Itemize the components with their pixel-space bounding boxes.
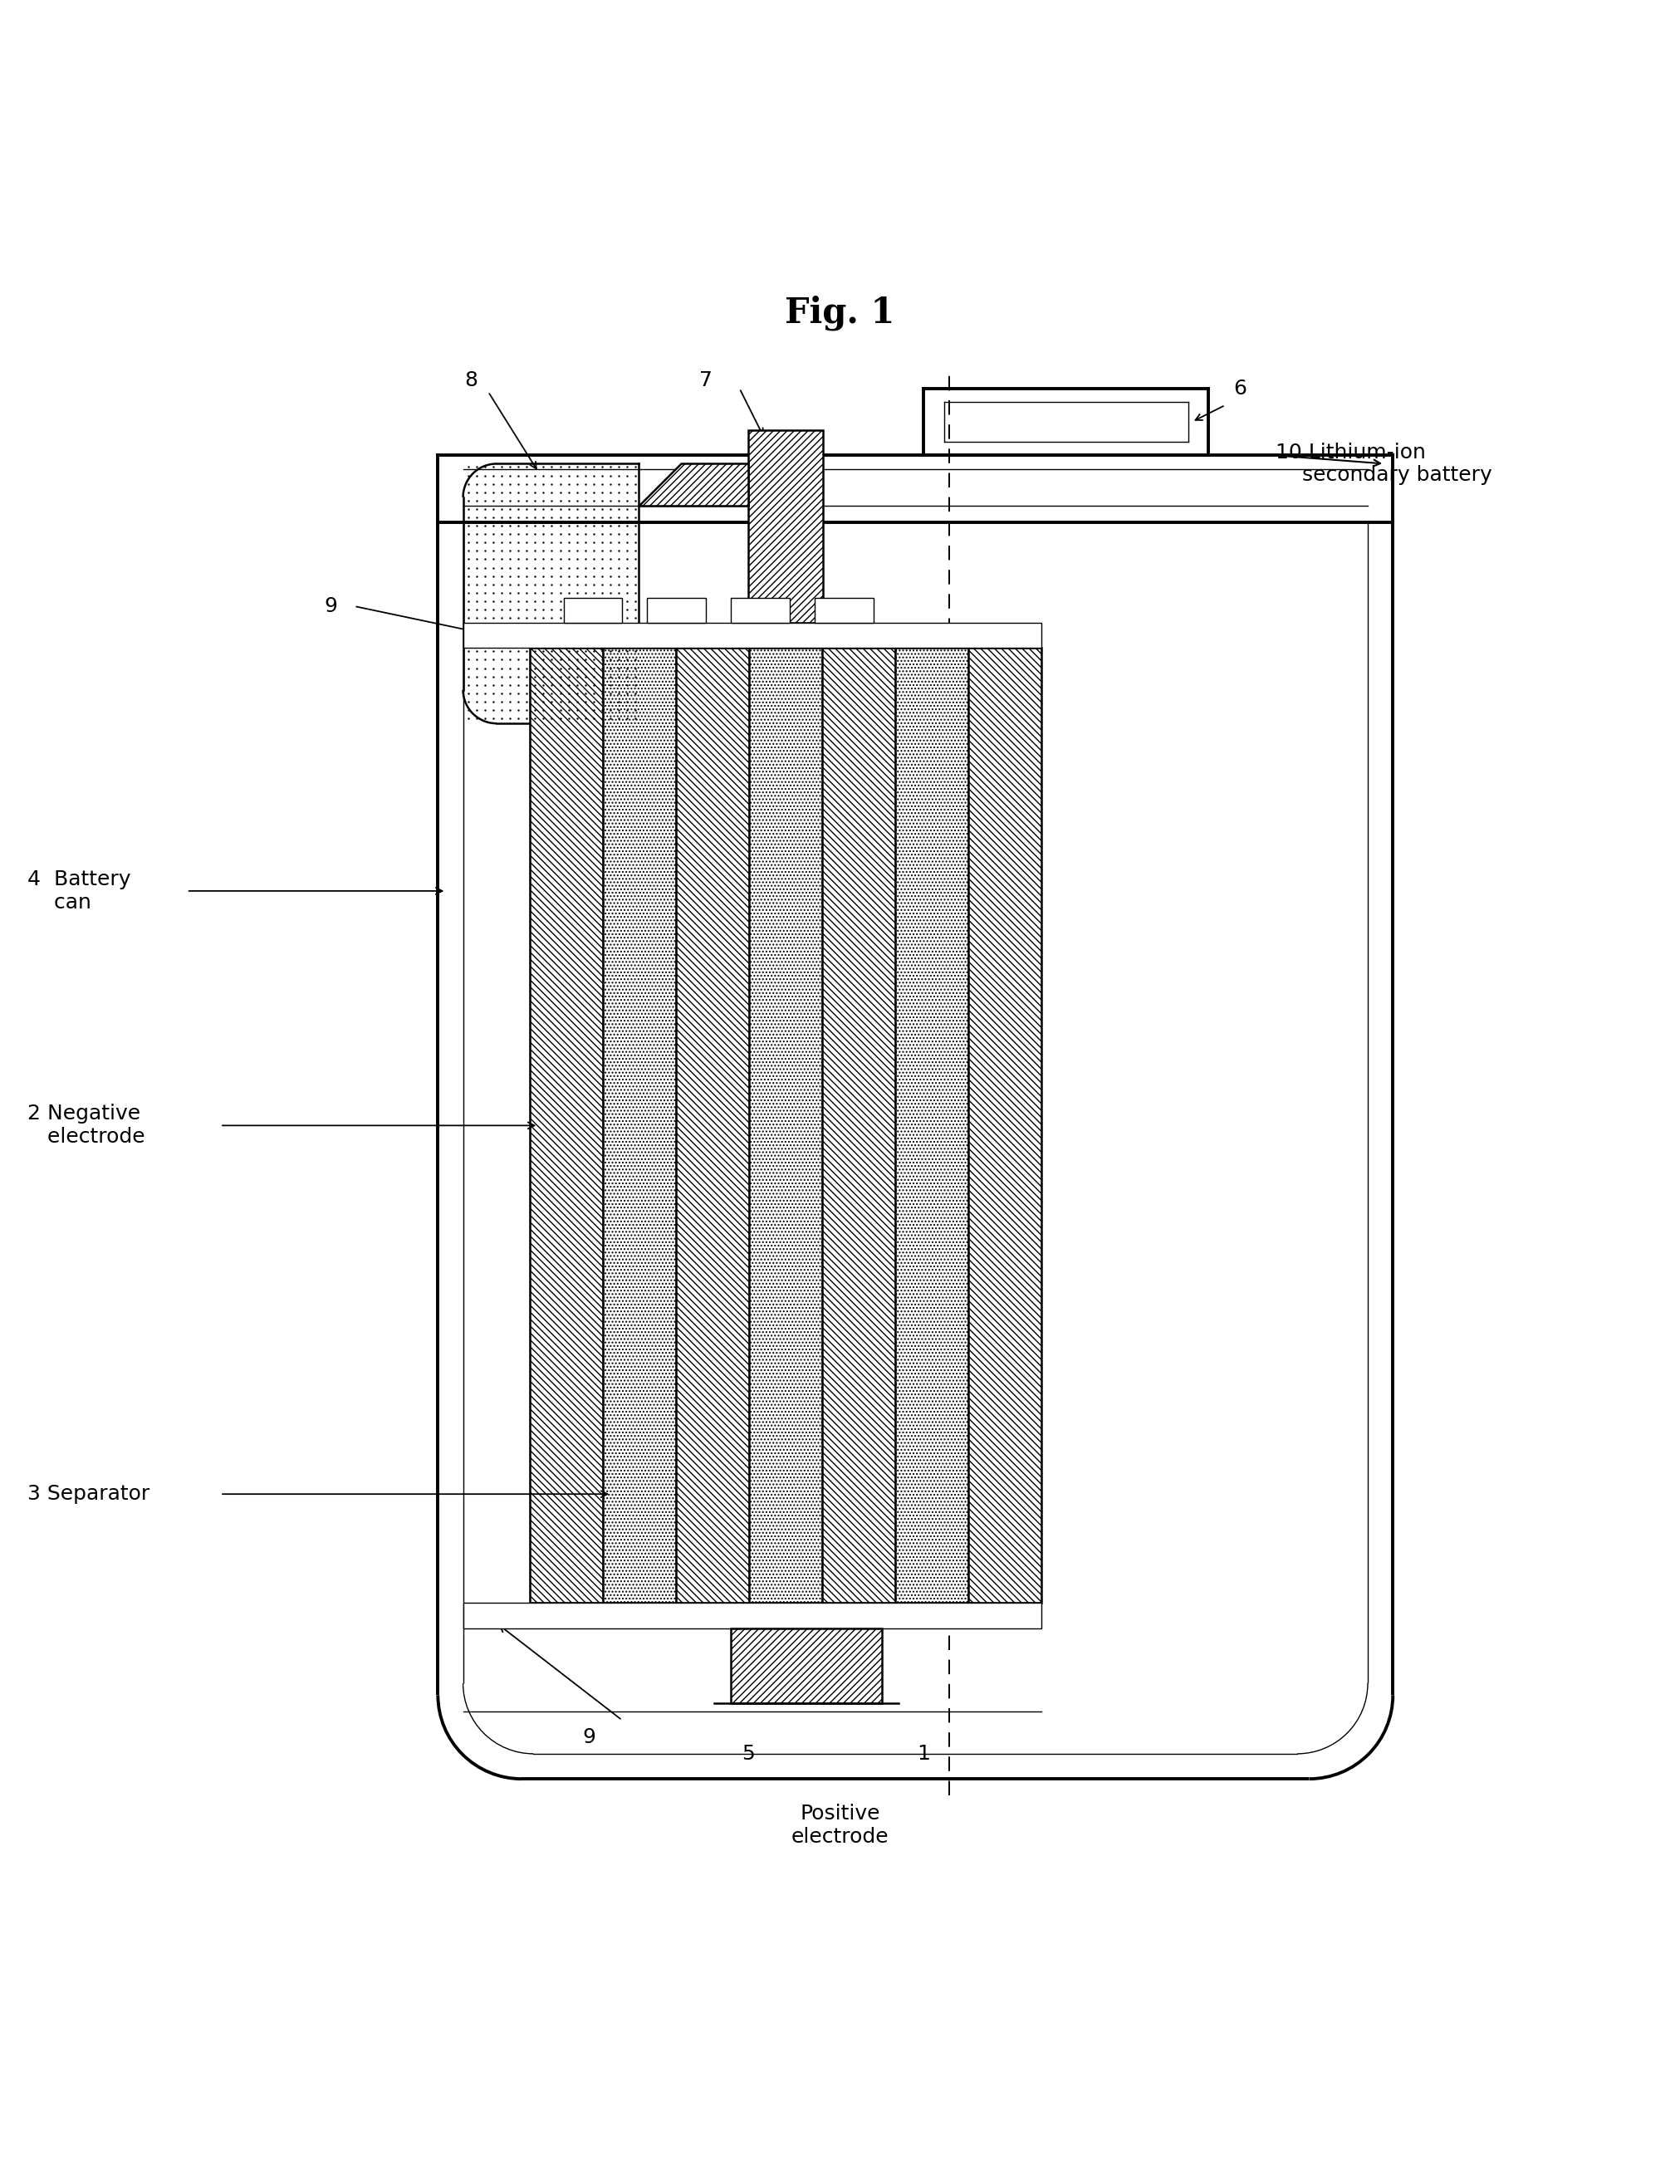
Text: 3 Separator: 3 Separator [27,1485,150,1505]
Text: 2 Negative
   electrode: 2 Negative electrode [27,1103,144,1147]
Text: 4  Battery
    can: 4 Battery can [27,869,131,913]
Bar [731,598,790,622]
Bar [603,649,675,1603]
Bar [531,649,603,1603]
Text: 9: 9 [324,596,338,616]
Polygon shape [638,463,748,507]
Text: 8: 8 [465,369,479,391]
Bar [815,598,874,622]
Text: 7: 7 [699,369,712,391]
Bar [563,598,622,622]
Bar [647,598,706,622]
Bar [464,622,1042,649]
Bar [968,649,1042,1603]
Bar [731,1627,882,1704]
Text: 5: 5 [741,1743,754,1765]
Bar [464,1603,1042,1627]
Bar [749,649,822,1603]
Text: 6: 6 [1233,378,1247,397]
Bar [531,649,1042,1603]
Text: 10 Lithium-ion
    secondary battery: 10 Lithium-ion secondary battery [1275,441,1492,485]
Text: 1: 1 [917,1743,931,1765]
Bar [895,649,968,1603]
Text: Fig. 1: Fig. 1 [785,295,895,330]
Text: Positive
electrode: Positive electrode [791,1804,889,1848]
Bar [675,649,749,1603]
Bar [464,463,638,723]
Text: 9: 9 [581,1728,595,1747]
Bar [822,649,895,1603]
Bar [531,649,1042,1603]
Bar [748,430,823,622]
